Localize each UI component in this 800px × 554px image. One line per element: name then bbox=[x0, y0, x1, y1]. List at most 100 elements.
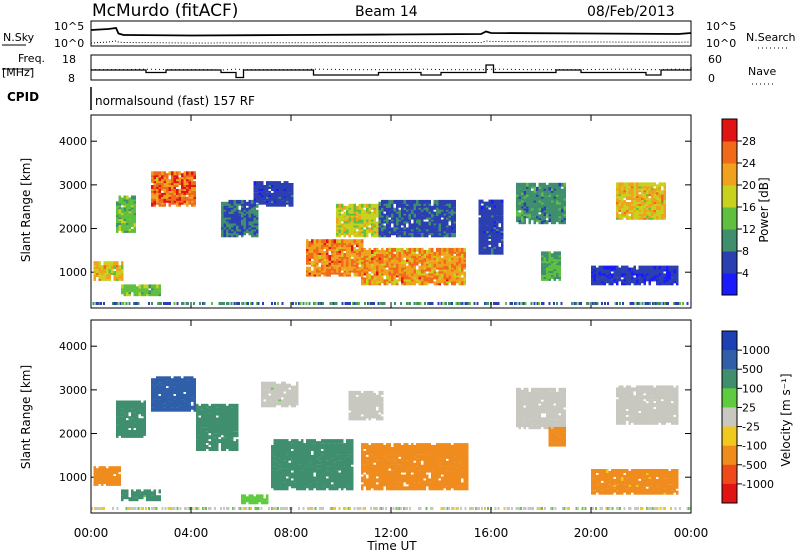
heat-cell bbox=[648, 198, 651, 203]
heat-cell bbox=[403, 209, 406, 214]
heat-cell bbox=[488, 199, 491, 204]
heat-cell bbox=[368, 281, 371, 286]
heat-cell bbox=[223, 302, 225, 305]
heat-cell bbox=[587, 302, 590, 305]
heat-cell bbox=[424, 302, 426, 305]
heat-cell bbox=[658, 269, 661, 274]
heat-cell bbox=[603, 265, 606, 270]
heat-cell bbox=[153, 194, 156, 199]
heat-cell bbox=[163, 188, 166, 193]
heat-cell bbox=[431, 302, 434, 305]
heat-cell bbox=[348, 227, 351, 232]
heat-cell bbox=[133, 284, 136, 289]
heat-cell bbox=[211, 417, 214, 422]
heat-cell bbox=[621, 269, 624, 274]
heat-cell bbox=[461, 247, 464, 252]
heat-cell bbox=[246, 207, 249, 212]
heat-cell bbox=[368, 263, 371, 268]
heat-cell bbox=[561, 198, 564, 203]
heat-cell bbox=[423, 253, 426, 258]
noise-sky-line bbox=[90, 27, 692, 37]
heat-cell bbox=[112, 302, 114, 305]
heat-cell bbox=[208, 413, 211, 418]
heat-cell bbox=[256, 302, 258, 305]
heat-cell bbox=[561, 182, 564, 187]
heat-cell bbox=[228, 225, 231, 230]
heat-cell bbox=[121, 197, 124, 202]
heat-cell bbox=[406, 205, 409, 210]
heat-cell bbox=[201, 421, 204, 426]
heat-cell bbox=[629, 302, 632, 305]
heat-cell bbox=[626, 271, 629, 276]
heat-cell bbox=[208, 447, 211, 451]
heat-cell bbox=[138, 284, 141, 289]
heat-cell bbox=[278, 464, 281, 469]
heat-cell bbox=[178, 192, 181, 197]
heat-cell bbox=[638, 265, 641, 270]
heat-cell bbox=[467, 302, 470, 305]
heat-cell bbox=[373, 247, 376, 252]
heat-cell bbox=[416, 275, 419, 280]
heat-cell bbox=[98, 261, 101, 266]
heat-cell bbox=[423, 263, 426, 268]
heat-cell bbox=[661, 269, 664, 274]
heat-cell bbox=[553, 276, 556, 281]
heat-cell bbox=[391, 247, 394, 252]
heat-cell bbox=[393, 199, 396, 204]
heat-cell bbox=[553, 190, 556, 195]
heat-cell bbox=[182, 302, 185, 305]
heat-cell bbox=[656, 265, 659, 270]
heat-cell bbox=[123, 284, 126, 289]
heat-cell bbox=[116, 207, 119, 212]
heat-cell bbox=[317, 302, 320, 305]
heat-cell bbox=[668, 271, 671, 276]
ytick-label: 1000 bbox=[59, 471, 87, 484]
heat-cell bbox=[306, 239, 309, 244]
heat-cell bbox=[273, 460, 276, 465]
power-colorbar-swatch bbox=[722, 185, 737, 208]
heat-cell bbox=[136, 416, 139, 421]
heat-cell bbox=[228, 213, 231, 218]
heat-cell bbox=[221, 437, 224, 442]
heat-cell bbox=[368, 273, 371, 278]
heat-cell bbox=[441, 247, 444, 252]
heat-cell bbox=[311, 247, 314, 251]
heat-cell bbox=[593, 302, 596, 305]
heat-cell bbox=[151, 284, 154, 289]
heat-cell bbox=[243, 223, 246, 228]
heat-cell bbox=[441, 199, 444, 204]
heat-cell bbox=[213, 417, 216, 422]
heat-cell bbox=[428, 259, 431, 264]
heat-cell bbox=[648, 182, 651, 187]
heat-cell bbox=[331, 239, 334, 244]
heat-cell bbox=[246, 201, 249, 206]
heat-cell bbox=[176, 175, 179, 180]
heat-cell bbox=[181, 378, 184, 383]
heat-cell bbox=[548, 251, 551, 256]
power-colorbar-swatch bbox=[722, 251, 737, 274]
power-colorbar-tick-label: 8 bbox=[742, 245, 749, 258]
noise-left-tick-top: 10^5 bbox=[54, 20, 84, 33]
heat-cell bbox=[436, 199, 439, 204]
heat-cell bbox=[158, 177, 161, 182]
heat-cell bbox=[353, 233, 356, 238]
heat-cell bbox=[663, 273, 666, 278]
heat-cell bbox=[363, 277, 366, 282]
heat-cell bbox=[268, 190, 271, 195]
heat-cell bbox=[493, 233, 496, 237]
heat-cell bbox=[336, 219, 339, 224]
heat-cell bbox=[251, 302, 254, 305]
heat-cell bbox=[618, 275, 621, 280]
heat-cell bbox=[378, 249, 381, 254]
heat-cell bbox=[178, 181, 181, 186]
heat-cell bbox=[621, 265, 624, 270]
heat-cell bbox=[378, 229, 381, 234]
heat-cell bbox=[636, 190, 639, 195]
heat-cell bbox=[266, 192, 269, 197]
heat-cell bbox=[418, 213, 421, 218]
heat-cell bbox=[288, 192, 291, 197]
heat-cell bbox=[346, 270, 349, 275]
heat-cell bbox=[95, 302, 98, 305]
heat-cell bbox=[266, 181, 269, 186]
